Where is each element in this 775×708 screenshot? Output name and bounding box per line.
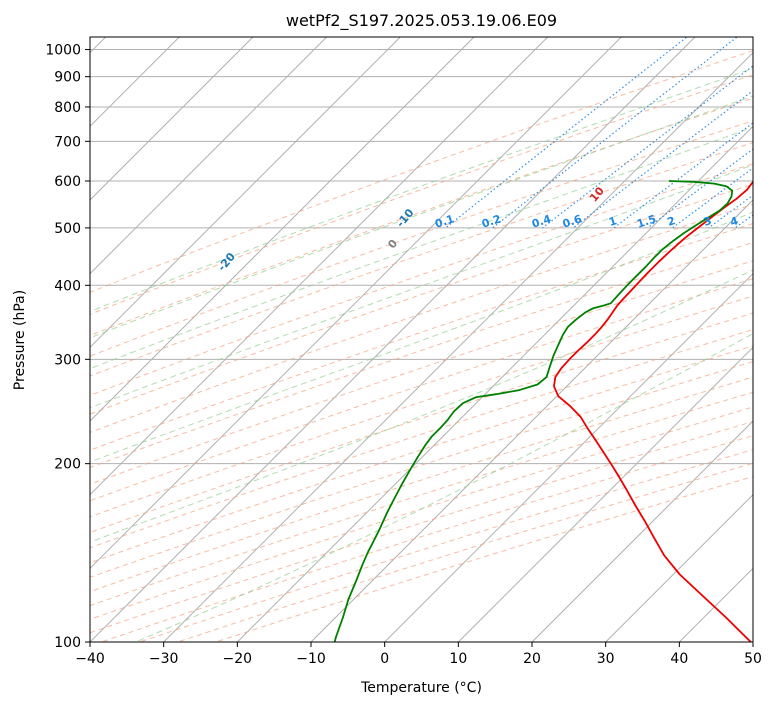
moist-adiabat: [90, 126, 753, 370]
grid: [90, 37, 753, 642]
mixing-ratio-label: 0.6: [561, 212, 584, 230]
isotherm: [90, 37, 623, 570]
moist-adiabat: [90, 211, 753, 463]
isotherm: [310, 199, 753, 642]
data-lines: [333, 180, 753, 642]
dry-adiabat-label: -30: [46, 294, 69, 318]
mixing-ratio-label: 6: [767, 214, 775, 229]
dry-adiabat: [90, 241, 753, 468]
y-tick-label: 900: [54, 70, 81, 86]
dry-adiabat: [90, 391, 753, 607]
isotherm: [678, 567, 753, 642]
isotherm: [162, 51, 753, 642]
isotherm: [236, 125, 753, 642]
x-tick-label: 30: [597, 651, 615, 667]
x-axis-label: Temperature (°C): [360, 680, 482, 696]
mixing-ratio-line: [445, 37, 688, 229]
dry-adiabat-label: -10: [394, 206, 417, 230]
dry-adiabat: [90, 142, 753, 377]
dry-adiabat: [176, 462, 753, 642]
isotherm: [383, 272, 753, 642]
dry-adiabat: [90, 295, 753, 518]
dry-adiabat: [90, 97, 753, 337]
y-tick-label: 800: [54, 100, 81, 116]
moist-adiabat: [90, 95, 753, 339]
isotherm: [752, 641, 753, 642]
dry-adiabat: [90, 406, 753, 620]
isotherm: [531, 420, 753, 642]
dry-adiabat: [90, 120, 753, 357]
isotherm: [90, 37, 254, 201]
y-tick-label: 300: [54, 352, 81, 368]
x-tick-label: −10: [296, 651, 326, 667]
mixing-ratio-label: 4: [729, 214, 741, 229]
y-tick-label: 400: [54, 278, 81, 294]
isotherm: [90, 37, 181, 128]
x-tick-label: 20: [523, 651, 541, 667]
x-axis: −40 −30 −20 −10 0 10 20 30 40 50: [75, 642, 762, 667]
isotherm: [90, 37, 696, 642]
x-tick-label: 50: [744, 651, 762, 667]
sounding-line: [333, 180, 734, 642]
mixing-ratio-line: [542, 65, 753, 229]
isotherm: [90, 37, 328, 275]
plot-frame: [89, 36, 754, 643]
y-tick-label: 700: [54, 134, 81, 150]
dry-adiabat: [90, 361, 753, 578]
mixing-ratio-label: 1: [607, 214, 618, 229]
mixing-ratio-line: [734, 214, 753, 229]
dry-adiabat: [90, 74, 753, 315]
mixing-ratio-line: [708, 194, 753, 229]
mixing-ratio-label: 0.2: [480, 212, 503, 230]
dry-adiabat: [90, 345, 753, 564]
dry-adiabat: [90, 203, 753, 433]
x-tick-label: 0: [380, 651, 389, 667]
dry-adiabat-label: 0: [385, 237, 400, 251]
y-tick-label: 1000: [45, 43, 81, 59]
dry-adiabat: [90, 183, 753, 415]
y-tick-label: 100: [54, 635, 81, 651]
moist-adiabat: [90, 164, 753, 409]
dry-adiabat: [90, 278, 753, 502]
x-tick-label: −40: [75, 651, 105, 667]
dry-adiabat: [90, 50, 753, 293]
dry-adiabat-label: -20: [215, 250, 238, 274]
chart-title: wetPf2_S197.2025.053.19.06.E09: [286, 11, 557, 31]
x-tick-label: 10: [449, 651, 467, 667]
x-tick-label: −20: [223, 651, 253, 667]
mixing-ratio-label: 1.5: [635, 212, 658, 230]
x-tick-label: −30: [149, 651, 179, 667]
y-tick-label: 600: [54, 174, 81, 190]
isotherm: [457, 346, 753, 642]
y-tick-label: 500: [54, 221, 81, 237]
mixing-ratio-label: 0.4: [530, 212, 553, 230]
mixing-ratio-line: [492, 37, 738, 229]
moist-adiabat: [90, 67, 753, 313]
dry-adiabat: [90, 421, 753, 634]
sounding-line: [553, 180, 753, 642]
moist-adiabat: [90, 269, 753, 543]
dry-adiabat: [90, 163, 753, 396]
mixing-ratio-label: 0.1: [433, 212, 456, 230]
dry-adiabat: [90, 223, 753, 451]
moist-adiabat: [135, 333, 753, 642]
dry-adiabat: [137, 449, 753, 642]
dry-adiabat: [99, 435, 753, 642]
dry-adiabat: [90, 329, 753, 549]
isotherm: [604, 493, 753, 642]
dry-adiabat: [90, 376, 753, 593]
dry-adiabat: [90, 260, 753, 485]
mixing-ratio-line: [672, 167, 753, 229]
y-axis-label: Pressure (hPa): [12, 290, 28, 390]
mixing-ratio-label: 3: [702, 214, 713, 229]
y-axis: 1000 900 800 700 600 500 400 300 200 100: [45, 43, 90, 651]
isotherm: [90, 37, 475, 422]
mixing-ratio-label: 2: [666, 214, 677, 229]
dry-adiabat: [90, 312, 753, 533]
isotherm: [90, 37, 549, 496]
y-tick-label: 200: [54, 457, 81, 473]
x-tick-label: 40: [670, 651, 688, 667]
